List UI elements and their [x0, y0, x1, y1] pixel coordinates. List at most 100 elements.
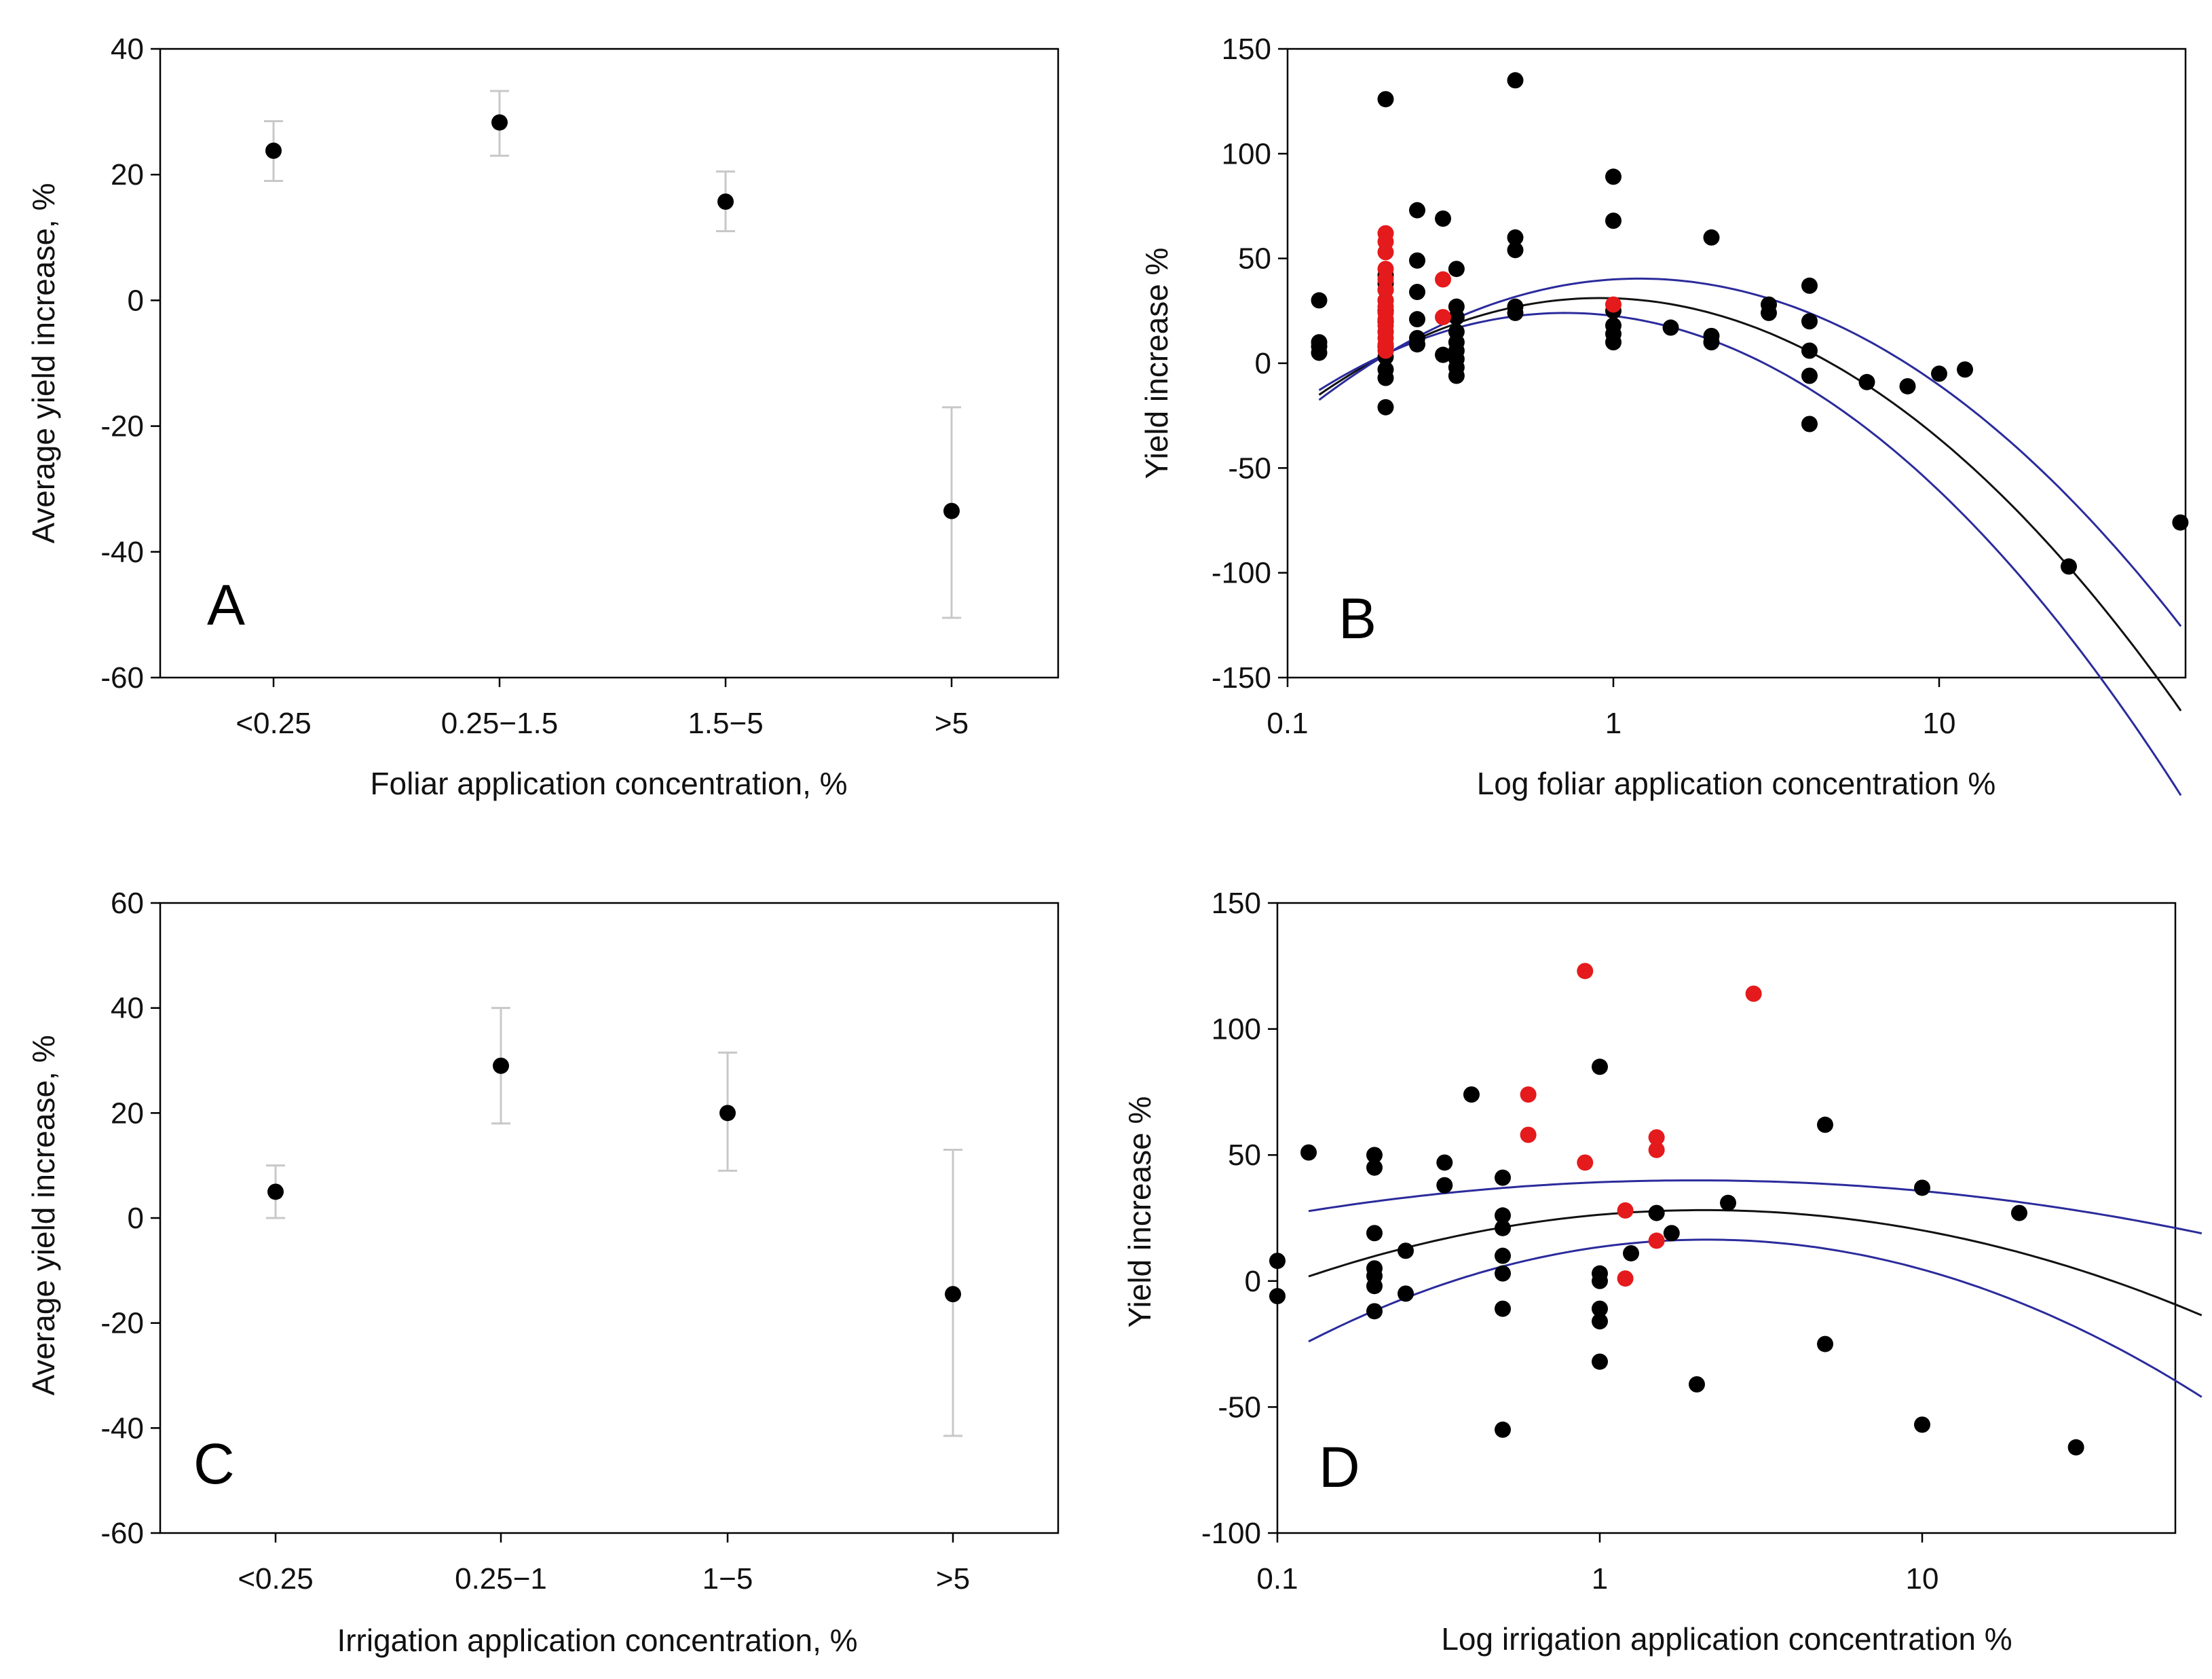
panel-b-x-tick-label: 10	[1923, 707, 1956, 740]
panel-d-black-point	[1366, 1159, 1383, 1176]
panel-d-black-point	[1495, 1169, 1512, 1186]
panel-a-y-axis-label: Average yield increase, %	[26, 183, 61, 544]
panel-d-x-tick-label: 1	[1592, 1562, 1608, 1595]
panel-b-black-point	[2172, 514, 2189, 531]
panel-b: -150 -100 -50 0 50 100 150 0.1 1 10 B Log foliar…	[1139, 33, 2189, 801]
panel-d-y-tick-label: 100	[1212, 1013, 1261, 1046]
panel-b-black-point	[1605, 168, 1621, 185]
panel-d-black-point	[1592, 1313, 1608, 1330]
panel-c-y-tick-label: 20	[111, 1096, 144, 1130]
panel-b-red-point	[1605, 296, 1621, 313]
panel-b-y-tick-label: -150	[1212, 661, 1271, 695]
panel-d-letter: D	[1319, 1435, 1360, 1499]
panel-b-red-point	[1377, 244, 1394, 261]
panel-b-black-point	[1409, 311, 1426, 328]
panel-b-black-point	[1507, 229, 1524, 246]
panel-d-y-axis-label: Yield increase %	[1122, 1096, 1157, 1328]
panel-b-black-point	[1899, 377, 1916, 394]
panel-a: -60 -40 -20 0 20 40 <0.25 0.25−1.5 1.5−5 >5 A Fo…	[26, 33, 1060, 801]
panel-d-black-point	[2067, 1439, 2084, 1456]
panel-b-black-point	[1409, 252, 1426, 269]
panel-d-black-point	[1366, 1147, 1383, 1164]
panel-d-black-point	[1495, 1219, 1512, 1236]
panel-d-red-point	[1577, 963, 1594, 980]
panel-d-black-point	[1914, 1179, 1930, 1196]
panel-d-y-tick-label: -100	[1201, 1517, 1261, 1550]
panel-d-black-point	[1648, 1204, 1665, 1221]
panel-b-black-point	[1507, 242, 1524, 259]
panel-b-black-point	[1507, 304, 1524, 321]
panel-b-black-point	[2061, 558, 2078, 575]
panel-d-red-point	[1617, 1202, 1634, 1219]
panel-b-black-point	[1662, 319, 1679, 336]
panel-d-black-point	[1398, 1285, 1414, 1302]
panel-d-black-point	[1366, 1303, 1383, 1320]
panel-b-y-tick-label: -100	[1212, 557, 1271, 590]
panel-d-red-point	[1520, 1086, 1537, 1103]
panel-b-black-point	[1858, 373, 1875, 390]
panel-c-letter: C	[193, 1432, 235, 1496]
panel-d-black-point	[1300, 1144, 1317, 1161]
panel-b-black-point	[1435, 210, 1452, 227]
panel-d-black-point	[1817, 1335, 1834, 1352]
panel-b-letter: B	[1338, 587, 1376, 650]
panel-d-red-point	[1648, 1232, 1665, 1249]
panel-b-y-tick-label: 150	[1222, 33, 1271, 66]
panel-b-black-point	[1448, 309, 1465, 326]
panel-c-x-tick-label: >5	[936, 1562, 970, 1595]
panel-a-x-tick-label: 1.5−5	[688, 707, 763, 740]
panel-b-y-axis-label: Yield increase %	[1139, 248, 1174, 479]
panel-d: -100 -50 0 50 100 150 0.1 1 10 D Log irrigation…	[1122, 887, 2202, 1657]
panel-d-black-point	[1495, 1421, 1512, 1438]
panel-a-mean-point	[265, 143, 282, 160]
panel-c: -60 -40 -20 0 20 40 60 <0.25 0.25−1 1−5 >5 C Irri…	[26, 887, 1060, 1658]
panel-b-red-point	[1435, 309, 1452, 326]
panel-a-x-axis-label: Foliar application concentration, %	[370, 766, 847, 801]
panel-a-plot-frame	[159, 48, 1060, 679]
panel-d-black-point	[1436, 1177, 1453, 1194]
panel-b-y-tick-label: 50	[1238, 242, 1271, 276]
panel-d-red-point	[1520, 1126, 1537, 1143]
panel-b-y-tick-label: 100	[1222, 137, 1271, 170]
panel-d-black-point	[1366, 1225, 1383, 1242]
panel-b-black-point	[1801, 277, 1818, 294]
panel-d-black-point	[1914, 1416, 1930, 1433]
panel-d-black-point	[1269, 1253, 1286, 1270]
panel-d-y-tick-label: 0	[1245, 1265, 1261, 1298]
panel-d-y-tick-label: -50	[1218, 1390, 1261, 1424]
panel-d-black-point	[1495, 1247, 1512, 1264]
panel-c-y-tick-label: 60	[111, 887, 144, 920]
panel-b-black-point	[1448, 261, 1465, 278]
panel-c-x-tick-label: <0.25	[238, 1562, 313, 1595]
panel-d-black-point	[1663, 1225, 1680, 1242]
panel-c-y-axis-label: Average yield increase, %	[26, 1035, 61, 1396]
panel-d-black-point	[1688, 1376, 1705, 1392]
panel-b-black-point	[1957, 361, 1974, 378]
panel-d-black-point	[1463, 1086, 1480, 1103]
panel-b-x-axis-label: Log foliar application concentration %	[1477, 766, 1996, 801]
panel-d-black-point	[1495, 1207, 1512, 1224]
panel-b-black-point	[1377, 91, 1394, 108]
panel-d-black-point	[1623, 1244, 1640, 1261]
panel-c-x-tick-label: 1−5	[702, 1562, 753, 1595]
panel-d-x-axis-label: Log irrigation application concentration…	[1441, 1621, 2012, 1657]
panel-d-y-tick-label: 150	[1212, 887, 1261, 920]
panel-d-black-point	[1720, 1194, 1737, 1211]
panel-d-red-point	[1577, 1154, 1594, 1171]
panel-d-black-point	[1495, 1300, 1512, 1317]
panel-b-black-point	[1605, 334, 1621, 351]
panel-a-y-tick-label: -40	[100, 536, 144, 569]
panel-b-black-point	[1801, 416, 1818, 432]
panel-d-curve-fit	[1308, 1208, 2202, 1316]
panel-b-y-tick-label: -50	[1228, 451, 1271, 485]
panel-d-black-point	[1495, 1265, 1512, 1282]
panel-c-mean-point	[267, 1183, 284, 1200]
panel-a-x-tick-label: 0.25−1.5	[441, 707, 559, 740]
panel-c-plot-frame	[159, 902, 1060, 1534]
panel-b-black-point	[1377, 369, 1394, 386]
panel-b-black-point	[1377, 399, 1394, 416]
panel-b-x-tick-label: 0.1	[1267, 707, 1308, 740]
panel-a-y-tick-label: -60	[100, 661, 144, 695]
panel-b-black-point	[1409, 284, 1426, 301]
